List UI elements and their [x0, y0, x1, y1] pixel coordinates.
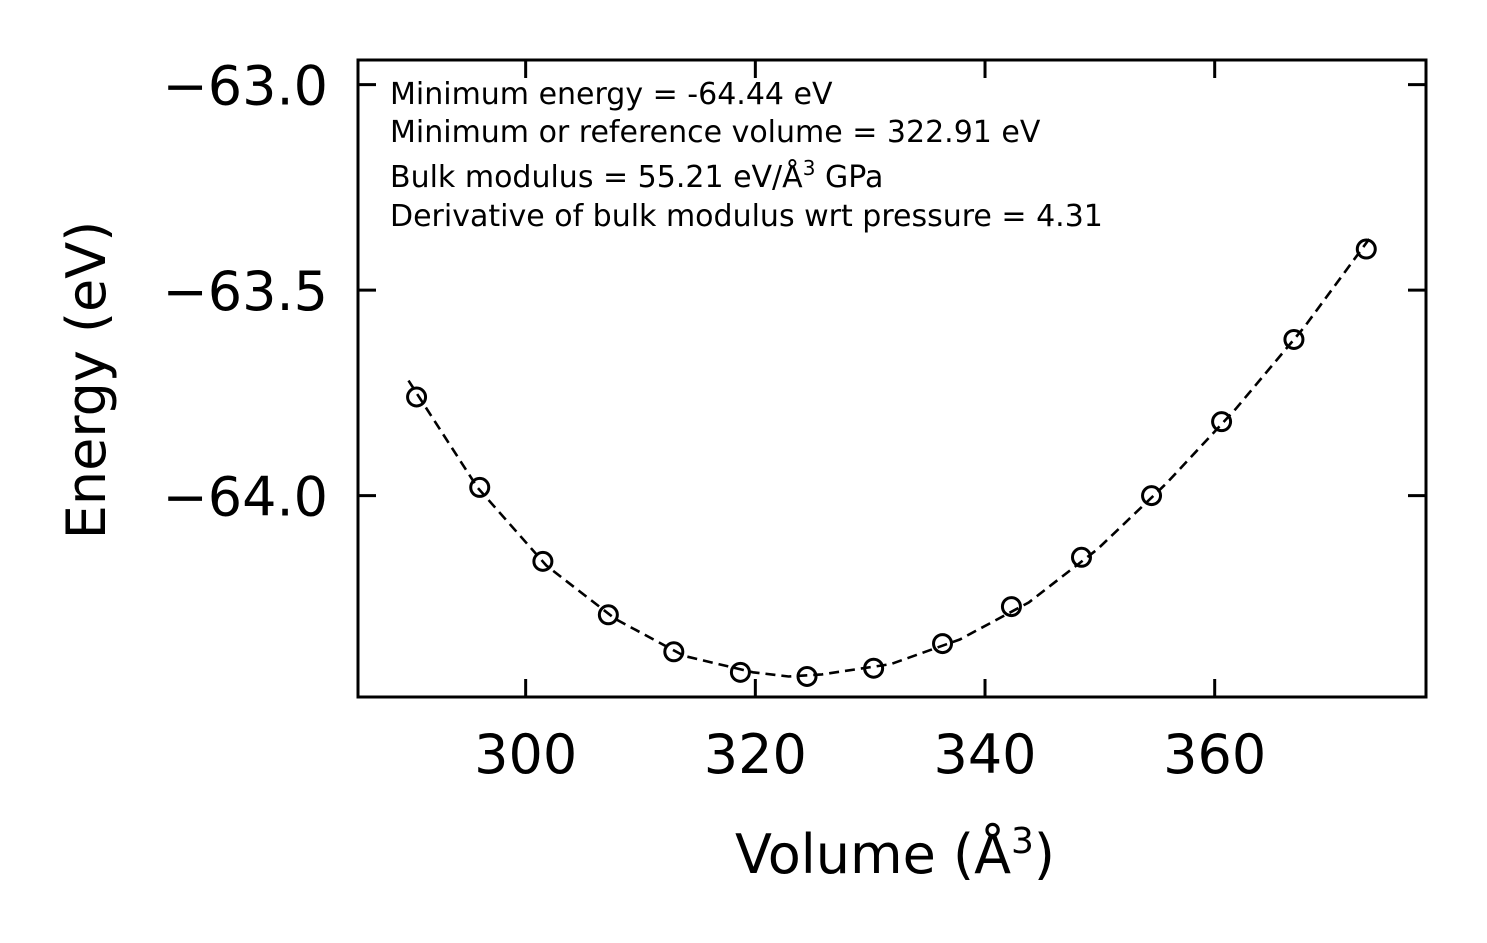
- data-point: [1355, 238, 1377, 260]
- y-tick-label: −64.0: [163, 466, 328, 529]
- x-tick-label: 320: [704, 723, 807, 786]
- data-point: [1211, 411, 1233, 433]
- y-tick-label: −63.0: [163, 55, 328, 118]
- data-point: [469, 476, 491, 498]
- x-tick-label: 300: [474, 723, 577, 786]
- data-point: [1070, 546, 1092, 568]
- annotation-derivative: Derivative of bulk modulus wrt pressure …: [390, 199, 1103, 234]
- data-point: [406, 386, 428, 408]
- x-axis-title-sup: 3: [1011, 821, 1034, 862]
- data-point: [863, 657, 885, 679]
- y-axis-title: Energy (eV): [55, 221, 118, 540]
- annotation-bulk-modulus: Bulk modulus = 55.21 eV/Å3 GPa: [390, 156, 883, 195]
- bulk-modulus-unit: GPa: [815, 160, 883, 195]
- bulk-modulus-main: Bulk modulus = 55.21 eV/Å: [390, 159, 803, 195]
- annotation-min-energy: Minimum energy = -64.44 eV: [390, 77, 833, 112]
- x-tick-label: 340: [933, 723, 1036, 786]
- axis-ticks: [358, 60, 1426, 697]
- annotation-min-volume: Minimum or reference volume = 322.91 eV: [390, 115, 1041, 150]
- x-axis-title-main: Volume (Å: [735, 822, 1011, 886]
- data-point: [932, 633, 954, 655]
- data-point: [1000, 596, 1022, 618]
- data-points: [406, 238, 1377, 687]
- y-tick-label: −63.5: [163, 260, 328, 323]
- x-axis-title: Volume (Å3): [735, 821, 1055, 886]
- data-point: [663, 641, 685, 663]
- data-point: [597, 604, 619, 626]
- x-axis-title-close: ): [1034, 823, 1055, 886]
- plot-area-frame: [356, 58, 1428, 699]
- data-point: [532, 550, 554, 572]
- data-point: [729, 661, 751, 683]
- data-point: [1283, 328, 1305, 350]
- x-tick-label: 360: [1163, 723, 1266, 786]
- data-point: [1141, 485, 1163, 507]
- bulk-modulus-sup: 3: [803, 156, 816, 180]
- data-point: [796, 665, 818, 687]
- fit-curve: [407, 235, 1372, 678]
